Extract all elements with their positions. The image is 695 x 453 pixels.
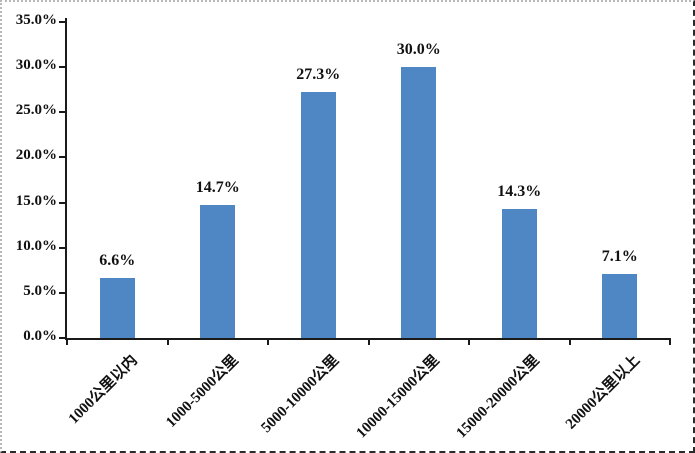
bar [99,278,135,338]
y-tick-mark [59,201,67,204]
y-tick-mark [59,337,67,339]
y-tick-mark [59,291,67,294]
bar [300,91,336,338]
bar [200,205,236,338]
x-category-label: 1000-5000公里 [162,352,242,431]
bar [602,273,638,338]
x-tick-mark [66,338,68,345]
x-category-label: 15000-20000公里 [453,352,543,442]
y-tick-label: 5.0% [23,282,57,299]
y-tick-mark [59,21,67,23]
x-tick-mark [367,338,370,345]
y-tick-label: 15.0% [15,192,57,209]
y-tick-label: 20.0% [15,147,57,164]
x-tick-mark [166,338,169,345]
y-tick-label: 25.0% [15,102,57,119]
y-tick-label: 30.0% [15,57,57,74]
y-tick-mark [59,66,67,69]
x-category-label: 10000-15000公里 [353,352,443,442]
bar-value-label: 14.7% [195,179,240,197]
bar-value-label: 7.1% [601,247,638,265]
y-tick-mark [59,246,67,249]
bar-value-label: 6.6% [99,252,136,270]
x-tick-mark [568,338,571,345]
y-tick-mark [59,111,67,114]
x-category-label: 1000公里以内 [65,352,141,428]
x-tick-mark [669,338,671,345]
y-tick-label: 35.0% [15,12,57,28]
y-tick-label: 10.0% [15,237,57,254]
y-tick-label: 0.0% [23,328,57,344]
y-tick-mark [59,156,67,159]
x-tick-mark [267,338,269,345]
bar-value-label: 30.0% [396,41,441,59]
bar-value-label: 27.3% [296,65,341,83]
x-category-label: 5000-10000公里 [258,352,342,437]
bar [501,208,537,338]
bar-value-label: 14.3% [497,182,542,200]
y-axis [65,18,67,340]
x-tick-mark [468,338,470,345]
x-category-label: 20000公里以上 [563,352,644,433]
bar [401,67,437,338]
